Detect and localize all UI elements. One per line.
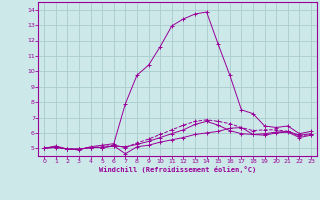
X-axis label: Windchill (Refroidissement éolien,°C): Windchill (Refroidissement éolien,°C) (99, 166, 256, 173)
